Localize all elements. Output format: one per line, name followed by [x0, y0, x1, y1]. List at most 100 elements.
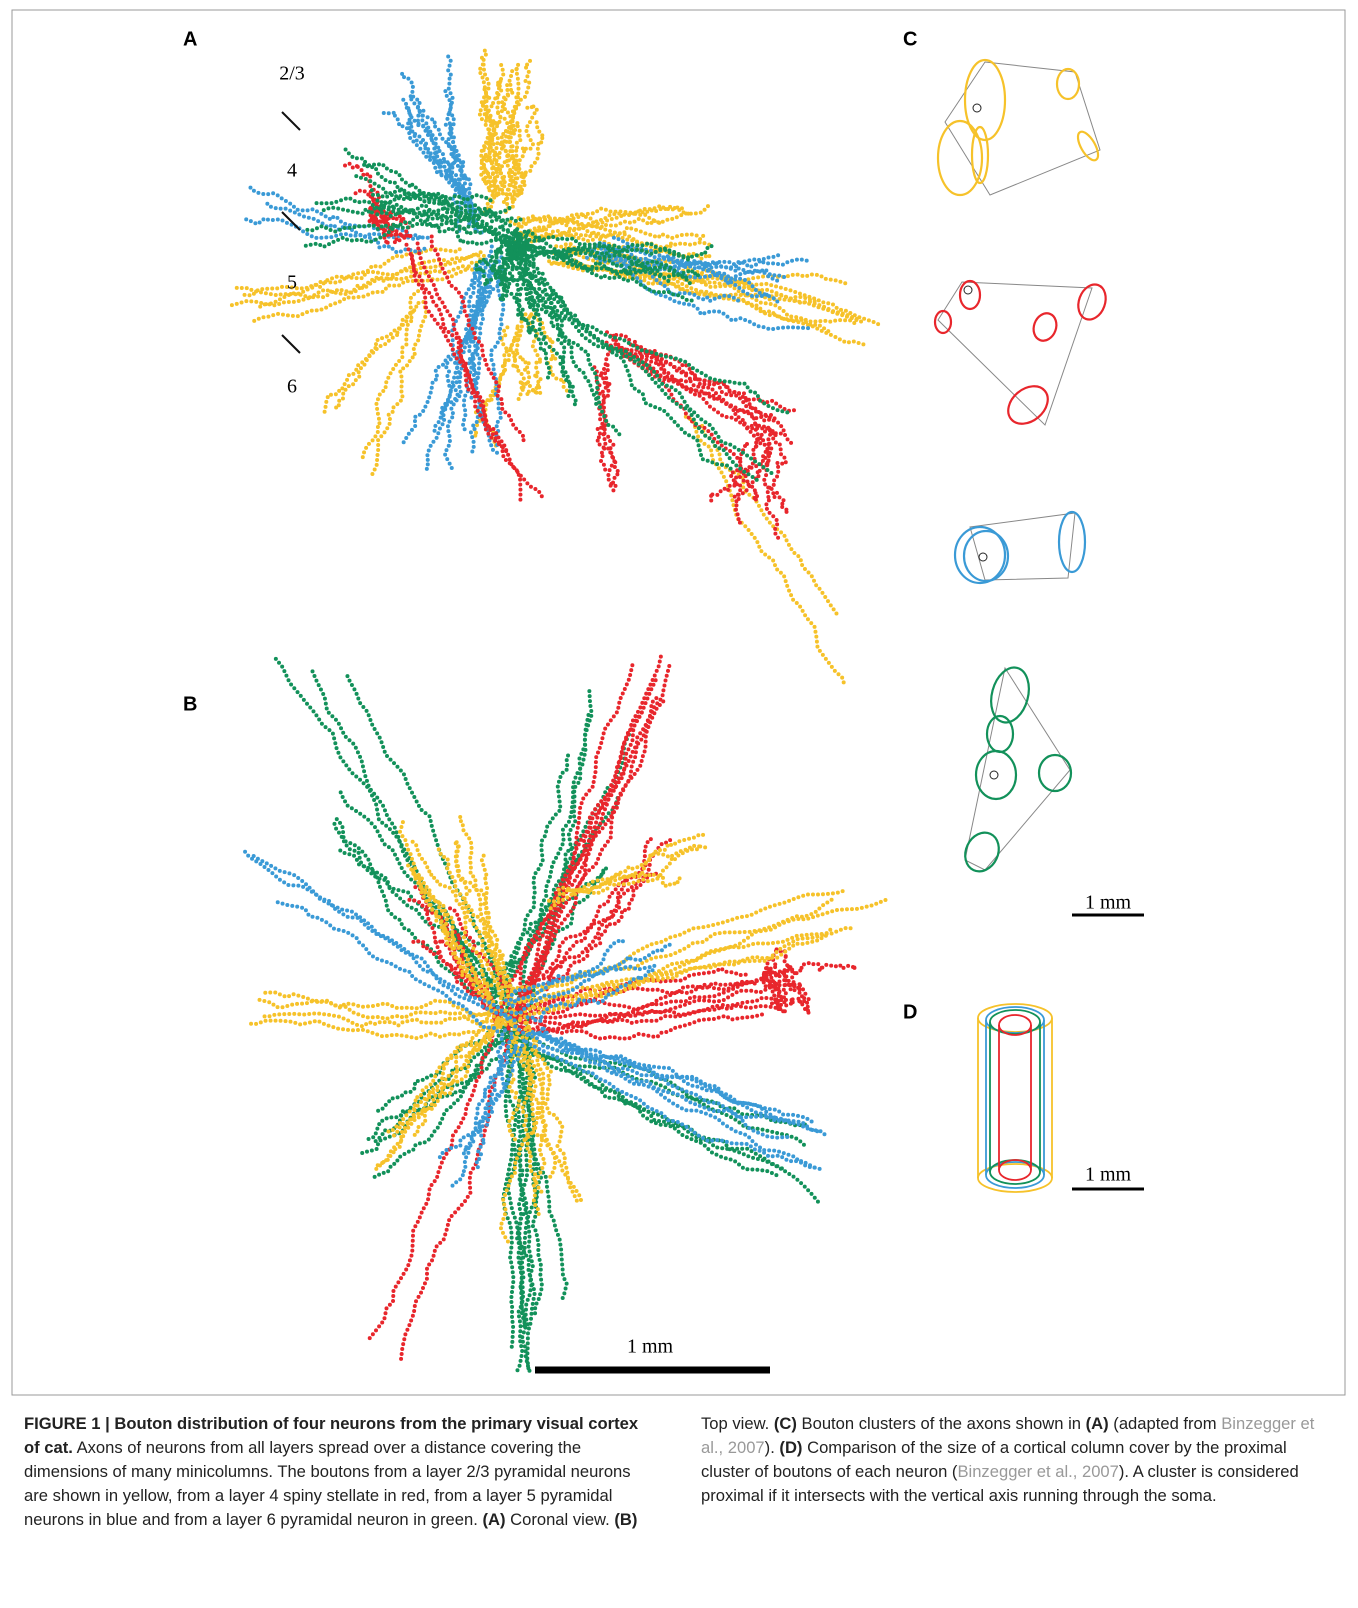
axon [374, 198, 523, 224]
axon [525, 967, 659, 1023]
axon [728, 425, 771, 503]
scale-label: 1 mm [1085, 892, 1132, 914]
scale-label: 1 mm [1085, 1164, 1132, 1186]
axon [527, 1031, 815, 1125]
axon [537, 1030, 822, 1134]
axon [503, 963, 658, 1003]
figure-frame [11, 9, 1346, 1396]
axon [731, 441, 775, 527]
axon [762, 955, 805, 1008]
axon [507, 966, 792, 1034]
axon [332, 300, 426, 412]
axon [479, 62, 509, 209]
caption-ref: (D) [779, 1438, 803, 1457]
axon [511, 236, 698, 303]
axon [410, 1003, 494, 1139]
axon [505, 246, 672, 284]
axon [556, 843, 705, 894]
axon [404, 242, 509, 454]
axon [521, 1041, 545, 1320]
caption-text: (adapted from [1108, 1414, 1222, 1433]
axon [273, 656, 504, 1019]
axon [367, 305, 429, 479]
axon [489, 249, 537, 338]
axon [398, 1038, 510, 1364]
axon [571, 870, 682, 896]
axon [340, 161, 392, 224]
axon [512, 1046, 809, 1128]
axon [391, 1019, 502, 1139]
caption-text: ). [764, 1438, 780, 1457]
axon [513, 981, 806, 1022]
scale-label: 1 mm [627, 1336, 674, 1358]
axon [504, 231, 527, 288]
axon [550, 288, 760, 483]
axon [256, 997, 518, 1018]
axon [357, 1028, 510, 1156]
axon [735, 442, 761, 507]
axon [343, 669, 522, 1022]
layer-label: 2/3 [279, 63, 305, 85]
axon [508, 213, 664, 232]
axon [506, 937, 627, 1009]
axon [460, 1028, 509, 1157]
panel-label: D [903, 1001, 917, 1023]
axon [321, 309, 416, 416]
axon [321, 190, 493, 218]
axon [611, 235, 781, 307]
axon [510, 104, 543, 201]
axon [534, 290, 776, 477]
axon [479, 59, 521, 198]
axon [520, 227, 674, 255]
axon [524, 1015, 580, 1206]
citation[interactable]: Binzegger et al., 2007 [957, 1462, 1119, 1481]
axon [412, 875, 492, 1003]
layer-label: 4 [287, 160, 297, 182]
axon [528, 204, 692, 237]
axon [515, 1028, 530, 1331]
citation[interactable]: Binzegger et al., 2007 [701, 1414, 1315, 1457]
axon [501, 55, 534, 214]
axon [749, 419, 796, 519]
axon [524, 1039, 817, 1170]
panel-label: A [183, 28, 197, 50]
axon-drawings [227, 46, 890, 1378]
axon [506, 1024, 522, 1143]
axon [371, 1022, 502, 1173]
axon [509, 1018, 546, 1197]
axon [275, 900, 500, 1034]
axon [359, 162, 502, 236]
axon [509, 259, 600, 411]
axon [540, 1026, 824, 1172]
axon [615, 347, 780, 424]
axon [562, 261, 859, 323]
axon [360, 289, 421, 463]
layer-boundaries [281, 111, 301, 354]
layer-label: 5 [287, 272, 297, 294]
axon [505, 228, 689, 280]
axon [452, 836, 511, 1005]
axon [776, 959, 860, 977]
axon [478, 110, 500, 190]
axon [547, 875, 630, 988]
axon [446, 54, 478, 232]
axon [379, 199, 505, 247]
caption-text: Coronal view. [505, 1510, 615, 1529]
axon [482, 326, 520, 449]
axon [526, 995, 791, 1034]
axon [525, 240, 647, 277]
axon [497, 827, 598, 989]
axon [256, 250, 483, 310]
axon [516, 1011, 768, 1041]
axon [513, 1032, 807, 1148]
axon [250, 253, 486, 324]
caption-text: Axons of neurons from all layers spread … [24, 1438, 631, 1529]
axon [258, 1011, 515, 1029]
axon [405, 105, 478, 223]
axon [508, 888, 849, 998]
axon [473, 246, 503, 287]
axon [500, 660, 635, 1037]
axon [505, 1030, 537, 1375]
axon [774, 947, 814, 1016]
